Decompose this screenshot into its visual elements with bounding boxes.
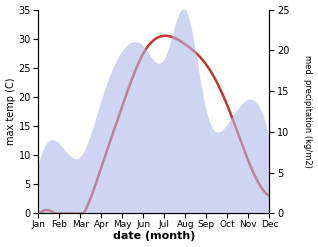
Y-axis label: max temp (C): max temp (C)	[5, 78, 16, 145]
X-axis label: date (month): date (month)	[113, 231, 195, 242]
Y-axis label: med. precipitation (kg/m2): med. precipitation (kg/m2)	[303, 55, 313, 168]
